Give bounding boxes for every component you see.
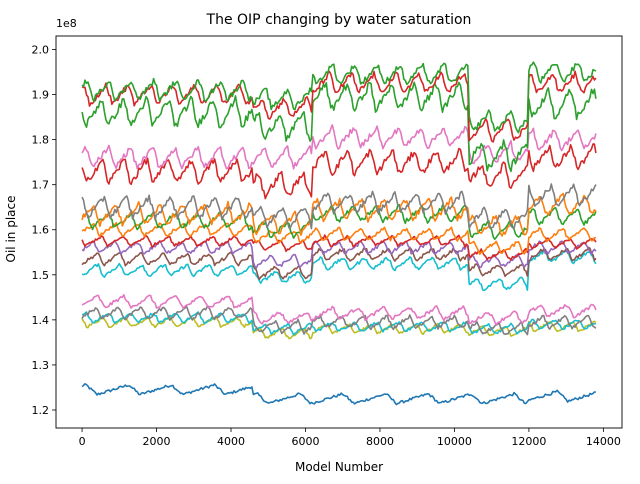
y-axis: 1.2 1.3 1.4 1.5 1.6 1.7 1.8 1.9 2.0 — [32, 44, 56, 417]
y-axis-label: Oil in place — [4, 196, 18, 263]
series-line-6 — [81, 249, 597, 292]
y-axis-multiplier: 1e8 — [56, 17, 77, 30]
y-tick-label: 1.3 — [32, 359, 50, 372]
series-line-5 — [81, 294, 597, 326]
x-tick-label: 10000 — [437, 435, 472, 448]
x-tick-label: 0 — [79, 435, 86, 448]
series-line-8 — [81, 240, 597, 269]
series-line-7 — [81, 246, 597, 281]
x-tick-label: 6000 — [291, 435, 319, 448]
series-layer — [81, 61, 597, 406]
series-line-18 — [81, 61, 597, 134]
series-line-15 — [81, 124, 597, 170]
y-tick-label: 1.9 — [32, 89, 50, 102]
x-tick-label: 8000 — [366, 435, 394, 448]
x-tick-label: 14000 — [586, 435, 621, 448]
x-tick-label: 2000 — [143, 435, 171, 448]
series-line-9 — [81, 234, 597, 261]
y-tick-label: 1.7 — [32, 179, 50, 192]
y-tick-label: 1.4 — [32, 314, 50, 327]
x-axis-label: Model Number — [295, 460, 383, 474]
series-line-10 — [81, 221, 596, 256]
x-axis: 0 2000 4000 6000 8000 10000 12000 14000 — [79, 428, 621, 448]
series-line-13 — [81, 183, 597, 230]
y-tick-label: 1.8 — [32, 134, 50, 147]
y-tick-label: 1.2 — [32, 404, 50, 417]
series-line-16 — [81, 81, 597, 173]
y-tick-label: 1.6 — [32, 224, 50, 237]
plot-frame — [55, 35, 623, 429]
chart-title: The OIP changing by water saturation — [206, 12, 472, 28]
x-tick-label: 4000 — [217, 435, 245, 448]
y-tick-label: 2.0 — [32, 44, 50, 57]
series-line-3 — [81, 311, 597, 336]
x-tick-label: 12000 — [511, 435, 546, 448]
y-tick-label: 1.5 — [32, 269, 50, 282]
series-line-14 — [81, 143, 597, 200]
series-line-1 — [81, 383, 596, 406]
